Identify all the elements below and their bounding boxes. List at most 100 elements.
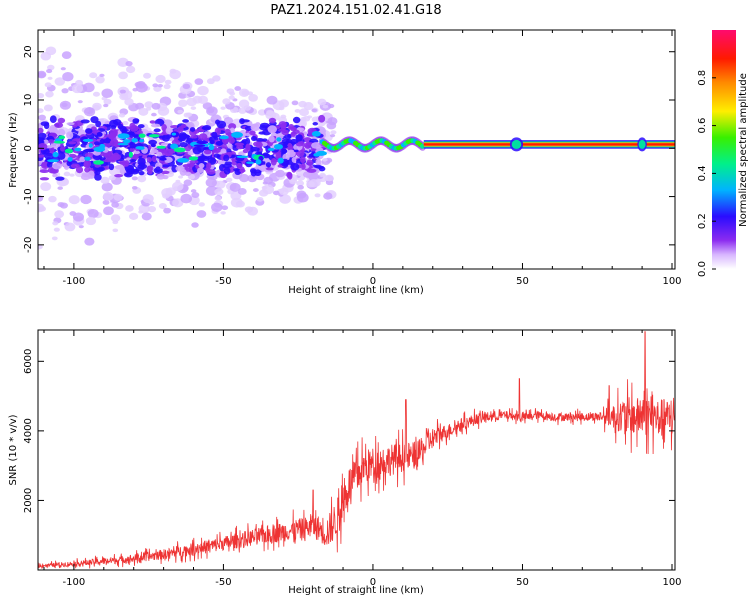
spectrogram-scatter-blob — [314, 193, 321, 198]
spectrogram-core-blob — [99, 157, 106, 161]
spectrogram-scatter-blob — [131, 176, 138, 181]
spectrogram-scatter-blob — [183, 179, 193, 187]
spectrogram-core-blob — [234, 168, 242, 176]
spectrogram-scatter-blob — [234, 86, 242, 91]
spectrogram-core-blob — [99, 151, 109, 157]
spectrogram-scatter-blob — [101, 88, 113, 99]
spectrogram-core-blob — [249, 130, 256, 136]
spectrogram-y-axis-label: Frequency (Hz) — [8, 112, 19, 188]
spectrogram-scatter-blob — [207, 108, 215, 114]
spectrogram-core-blob — [55, 176, 65, 181]
colorbar: 0.0 0.2 0.4 0.6 0.8 Normalized spectral ampl… — [697, 30, 749, 277]
spectrogram-bright-spot — [156, 145, 166, 149]
spectrogram-core-blob — [66, 131, 74, 140]
spectrogram-core-blob — [255, 137, 264, 142]
spectrogram-core-blob — [57, 128, 66, 137]
spectrogram-bright-spot — [196, 140, 209, 145]
spectrogram-scatter-blob — [119, 89, 126, 94]
spectrogram-bright-spot — [215, 140, 223, 146]
spectrogram-scatter-blob — [85, 216, 97, 226]
spectrogram-scatter-blob — [299, 108, 310, 117]
spectrogram-core-blob — [132, 154, 139, 159]
spectrogram-core-blob — [175, 165, 185, 172]
spectrogram-core-blob — [287, 172, 293, 180]
spectrogram-bright-spot — [209, 140, 215, 145]
spectrogram-core-blob — [196, 155, 206, 162]
spectrogram-core-blob — [83, 160, 89, 168]
spectrogram-core-blob — [156, 173, 165, 180]
spectrogram-scatter-blob — [223, 116, 234, 125]
spectrogram-core-blob — [40, 121, 50, 127]
spectrogram-scatter-blob — [319, 172, 326, 178]
colorbar-label: Normalized spectral amplitude — [738, 73, 749, 227]
spectrogram-scatter-blob — [62, 72, 74, 82]
spectrogram-heatmap — [38, 46, 675, 250]
spectrogram-scatter-blob — [303, 102, 314, 111]
snr-x-tick-label: -100 — [63, 577, 86, 588]
spectrogram-scatter-blob — [40, 51, 52, 61]
spectrogram-scatter-blob — [157, 83, 163, 88]
spectrogram-core-blob — [258, 131, 266, 135]
spectrogram-scatter-blob — [57, 186, 63, 190]
spectrogram-core-blob — [93, 141, 101, 146]
spectrogram-bright-spot — [178, 134, 191, 139]
spectrogram-core-blob — [290, 163, 300, 171]
spectrogram-scatter-blob — [243, 105, 251, 111]
colorbar-tick-label: 0.0 — [697, 261, 708, 277]
spectrogram-core-blob — [79, 156, 86, 163]
spectrogram-core-blob — [223, 154, 230, 162]
spectrogram-core-blob — [236, 144, 244, 150]
spectrogram-bright-spot — [273, 143, 283, 150]
spectrogram-core-blob — [124, 172, 133, 178]
colorbar-tick-label: 0.8 — [697, 70, 708, 86]
spectrogram-x-tick-label: -100 — [63, 276, 86, 287]
spectrogram-frame — [37, 29, 676, 270]
spectrogram-scatter-blob — [89, 72, 98, 79]
spectrogram-scatter-blob — [138, 210, 144, 214]
spectrogram-scatter-blob — [102, 199, 110, 205]
spectrogram-core-blob — [198, 133, 208, 141]
spectrogram-scatter-blob — [38, 92, 45, 99]
spectrogram-core-blob — [129, 147, 135, 152]
spectrogram-core-blob — [314, 164, 322, 169]
spectrogram-core-blob — [318, 114, 326, 123]
spectrogram-scatter-blob — [92, 91, 100, 97]
spectrogram-scatter-blob — [111, 202, 120, 208]
spectrogram-bright-spot — [170, 143, 179, 150]
spectrogram-core-blob — [287, 146, 295, 150]
snr-y-tick-label: 2000 — [23, 488, 34, 513]
spectrogram-bright-spot — [139, 138, 145, 143]
spectrogram-bright-spot — [313, 153, 321, 157]
spectrogram-core-blob — [52, 173, 58, 178]
spectrogram-scatter-blob — [294, 109, 301, 113]
spectrogram-scatter-blob — [118, 113, 126, 118]
spectrogram-core-blob — [203, 149, 212, 155]
spectrogram-core-blob — [149, 120, 156, 124]
spectrogram-bright-spot — [52, 151, 59, 158]
spectrogram-core-blob — [70, 163, 80, 169]
spectrogram-core-blob — [255, 141, 263, 149]
colorbar-gradient — [712, 30, 736, 269]
colorbar-tick-label: 0.6 — [697, 118, 708, 134]
spectrogram-core-blob — [114, 141, 121, 148]
spectrogram-scatter-blob — [262, 181, 268, 185]
spectrogram-core-blob — [153, 128, 161, 133]
spectrogram-scatter-blob — [143, 72, 151, 79]
spectrogram-scatter-blob — [297, 185, 304, 190]
spectrogram-scatter-blob — [185, 112, 193, 117]
spectrogram-bright-spot — [171, 132, 177, 136]
spectrogram-bright-spot — [82, 138, 94, 142]
figure-title: PAZ1.2024.151.02.41.G18 — [270, 3, 441, 18]
spectrogram-core-blob — [47, 139, 55, 144]
spectrogram-core-blob — [146, 157, 152, 163]
spectrogram-scatter-blob — [265, 110, 277, 120]
spectrogram-scatter-blob — [237, 187, 247, 195]
spectrogram-core-blob — [292, 116, 301, 124]
spectrogram-core-blob — [211, 148, 220, 154]
spectrogram-scatter-blob — [53, 227, 60, 232]
spectrogram-scatter-blob — [131, 186, 138, 190]
spectrogram-scatter-blob — [148, 201, 155, 205]
spectrogram-scatter-blob — [259, 189, 269, 197]
spectrogram-scatter-blob — [322, 158, 328, 162]
